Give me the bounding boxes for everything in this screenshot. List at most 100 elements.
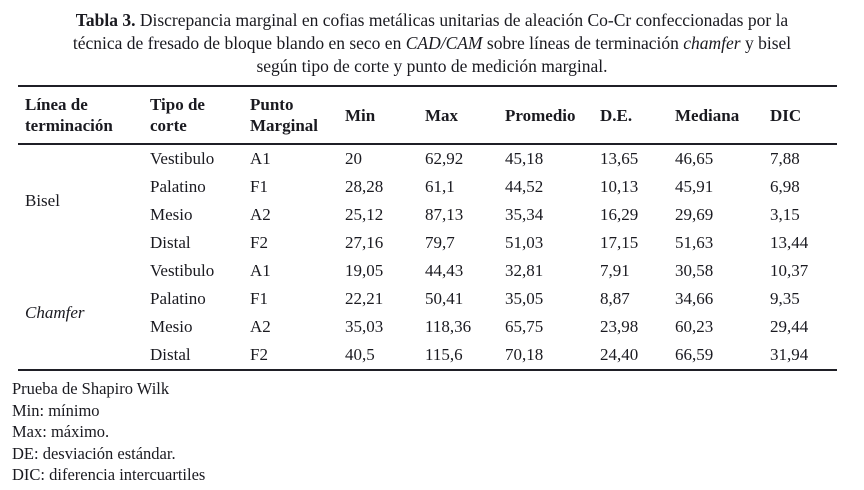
cut-line: Mesio (150, 317, 193, 336)
cell-min: 20 (345, 149, 362, 168)
footnote-shapiro-wilk: Prueba de Shapiro Wilk (12, 379, 170, 398)
cell-de: 16,29 (600, 205, 639, 224)
cell-max: 79,7 (425, 233, 455, 252)
table-row: Mesio Distal A2 35,03 118,36 65,75 23,98… (18, 313, 837, 364)
group-label-chamfer: Chamfer (25, 303, 85, 322)
table-row: F2 27,16 79,7 51,03 17,15 51,63 13,44 (18, 229, 837, 257)
cut-line: Vestibulo (150, 149, 215, 168)
col-header-max: Max (418, 86, 498, 145)
cell-min: 19,05 (345, 261, 384, 280)
footnote-max: Max: máximo. (12, 422, 110, 441)
caption-italic-chamfer: chamfer (683, 33, 741, 53)
cell-max: 50,41 (425, 289, 464, 308)
cell-punto: A2 (250, 205, 271, 224)
col-header-promedio: Promedio (498, 86, 593, 145)
cut-line: Palatino (150, 177, 206, 196)
cell-mediana: 45,91 (675, 177, 714, 196)
cell-punto: F1 (250, 177, 268, 196)
cell-mediana: 46,65 (675, 149, 714, 168)
cell-min: 35,03 (345, 317, 384, 336)
cell-mediana: 60,23 (675, 317, 714, 336)
table-caption: Tabla 3. Discrepancia marginal en cofias… (0, 0, 864, 78)
cell-punto: F2 (250, 345, 268, 364)
table-row: Bisel Vestibulo Palatino A1 20 62,92 45,… (18, 144, 837, 210)
cell-dic: 29,44 (770, 317, 809, 336)
cell-dic: 10,37 (770, 261, 809, 280)
cell-min: 25,12 (345, 205, 384, 224)
cell-punto: F2 (250, 233, 268, 252)
cut-line: Vestibulo (150, 261, 215, 280)
caption-line-1: Tabla 3. Discrepancia marginal en cofias… (0, 9, 864, 32)
table-row: Mesio Distal A2 25,12 87,13 35,34 16,29 … (18, 201, 837, 252)
cell-de: 24,40 (600, 345, 639, 364)
col-header-linea-terminacion: Línea de terminación (18, 86, 143, 145)
cell-promedio: 45,18 (505, 149, 544, 168)
table-row: F1 22,21 50,41 35,05 8,87 34,66 9,35 (18, 285, 837, 313)
cell-max: 115,6 (425, 345, 463, 364)
col-header-dic: DIC (763, 86, 837, 145)
cell-dic: 31,94 (770, 345, 809, 364)
group-label-bisel: Bisel (25, 191, 60, 210)
cell-de: 17,15 (600, 233, 639, 252)
cell-promedio: 65,75 (505, 317, 544, 336)
col-header-de: D.E. (593, 86, 668, 145)
header-row: Línea de terminación Tipo de corte Punto… (18, 86, 837, 145)
cell-mediana: 51,63 (675, 233, 714, 252)
cell-promedio: 51,03 (505, 233, 544, 252)
cut-type-mesio-distal: Mesio Distal (143, 313, 243, 370)
cell-max: 44,43 (425, 261, 464, 280)
cell-de: 7,91 (600, 261, 630, 280)
caption-line-3: según tipo de corte y punto de medición … (256, 56, 608, 76)
col-header-punto-marginal: Punto Marginal (243, 86, 338, 145)
caption-italic-cadcam: CAD/CAM (405, 33, 483, 53)
cut-line: Distal (150, 345, 191, 364)
cell-de: 23,98 (600, 317, 639, 336)
cell-max: 62,92 (425, 149, 464, 168)
cell-dic: 9,35 (770, 289, 800, 308)
caption-table-number: Tabla 3. (75, 10, 136, 30)
cell-de: 13,65 (600, 149, 639, 168)
marginal-discrepancy-table: Línea de terminación Tipo de corte Punto… (18, 85, 837, 371)
caption-text: y bisel (740, 33, 792, 53)
cell-punto: A1 (250, 261, 271, 280)
footnote-min: Min: mínimo (12, 400, 100, 420)
col-header-mediana: Mediana (668, 86, 763, 145)
col-header-min: Min (338, 86, 418, 145)
cell-dic: 7,88 (770, 149, 800, 168)
cell-punto: A1 (250, 149, 271, 168)
cell-promedio: 32,81 (505, 261, 544, 280)
cell-mediana: 66,59 (675, 345, 714, 364)
cell-max: 61,1 (425, 177, 455, 196)
cut-line: Distal (150, 233, 191, 252)
cell-mediana: 29,69 (675, 205, 714, 224)
cell-mediana: 30,58 (675, 261, 714, 280)
cell-punto: F1 (250, 289, 268, 308)
cell-de: 8,87 (600, 289, 630, 308)
table-row: F2 40,5 115,6 70,18 24,40 66,59 31,94 (18, 341, 837, 370)
cell-max: 118,36 (425, 317, 472, 336)
cell-mediana: 34,66 (675, 289, 714, 308)
table-row: Chamfer Vestibulo Palatino A1 19,05 44,4… (18, 257, 837, 322)
cell-dic: 3,15 (770, 205, 800, 224)
cell-dic: 6,98 (770, 177, 800, 196)
footnote-dic: DIC: diferencia intercuartiles (12, 465, 206, 484)
cell-min: 27,16 (345, 233, 384, 252)
caption-text: técnica de fresado de bloque blando en s… (72, 33, 406, 53)
cut-type-mesio-distal: Mesio Distal (143, 201, 243, 257)
cell-min: 28,28 (345, 177, 384, 196)
cell-promedio: 44,52 (505, 177, 544, 196)
cell-promedio: 70,18 (505, 345, 544, 364)
cell-promedio: 35,05 (505, 289, 544, 308)
cell-min: 40,5 (345, 345, 375, 364)
table-footnotes: Prueba de Shapiro Wilk Min: mínimo Max: … (12, 378, 864, 486)
cut-line: Mesio (150, 205, 193, 224)
cell-min: 22,21 (345, 289, 384, 308)
cut-line: Palatino (150, 289, 206, 308)
cut-type-vestibulo-palatino: Vestibulo Palatino (143, 257, 243, 313)
cell-promedio: 35,34 (505, 205, 544, 224)
caption-text: sobre líneas de terminación (482, 33, 684, 53)
caption-text: Discrepancia marginal en cofias metálica… (135, 10, 789, 30)
footnote-de: DE: desviación estándar. (12, 443, 176, 463)
table-row: F1 28,28 61,1 44,52 10,13 45,91 6,98 (18, 173, 837, 201)
cut-type-vestibulo-palatino: Vestibulo Palatino (143, 144, 243, 201)
